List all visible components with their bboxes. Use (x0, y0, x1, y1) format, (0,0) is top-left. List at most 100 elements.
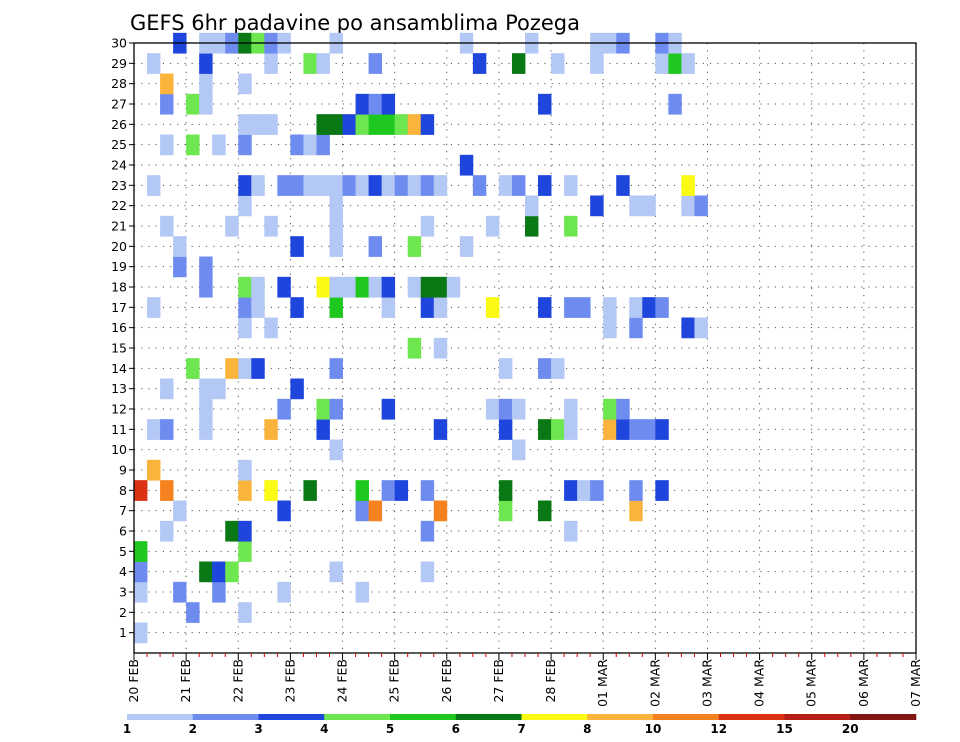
precip-cell (199, 53, 213, 74)
precip-cell (290, 175, 304, 196)
y-tick-label: 28 (111, 76, 127, 91)
x-tick-label: 04 MAR (752, 659, 767, 707)
precip-cell (277, 175, 291, 196)
precip-cell (459, 154, 474, 176)
y-tick-label: 23 (111, 178, 127, 193)
x-tick-label: 26 FEB (439, 659, 454, 703)
precip-cell (329, 215, 343, 237)
legend-label: 10 (645, 722, 662, 736)
precip-cell (551, 419, 565, 440)
precip-cell (238, 195, 252, 217)
legend-swatch (455, 714, 522, 720)
precip-cell (160, 93, 174, 115)
precipitation-cells (134, 32, 708, 644)
precip-cell (590, 53, 604, 74)
legend-label: 12 (710, 722, 727, 736)
precip-cell (199, 419, 213, 440)
precip-cell (225, 561, 239, 583)
precip-cell (616, 419, 630, 440)
legend-label: 8 (583, 722, 591, 736)
precip-cell (355, 175, 369, 196)
y-tick-label: 25 (111, 137, 127, 152)
precip-cell (407, 175, 422, 196)
precip-cell (603, 398, 617, 420)
precip-cell (212, 134, 226, 156)
precip-cell (381, 93, 396, 115)
y-tick-label: 4 (119, 564, 127, 579)
precip-cell (420, 175, 435, 196)
legend-swatch (127, 714, 194, 720)
precip-cell (186, 93, 200, 115)
y-tick-label: 17 (111, 300, 127, 315)
precip-cell (655, 480, 669, 501)
precip-cell (316, 175, 330, 196)
precip-cell (511, 398, 526, 420)
precip-cell (368, 175, 383, 196)
precip-cell (160, 378, 174, 400)
precip-cell (381, 398, 396, 420)
precip-cell (407, 276, 422, 298)
x-tick-label: 06 MAR (856, 659, 871, 707)
y-tick-label: 8 (119, 483, 127, 498)
precip-cell (681, 53, 695, 74)
precip-cell (199, 256, 213, 278)
precip-cell (134, 541, 148, 562)
precip-cell (538, 175, 552, 196)
precip-cell (590, 195, 604, 217)
y-tick-label: 5 (119, 544, 127, 559)
x-tick-label: 22 FEB (230, 659, 245, 703)
precip-cell (538, 93, 552, 115)
precip-cell (238, 114, 252, 135)
precip-cell (238, 297, 252, 318)
precip-cell (160, 419, 174, 440)
precip-cell (498, 398, 513, 420)
precip-cell (603, 419, 617, 440)
precip-cell (199, 561, 213, 583)
precip-cell (147, 459, 161, 481)
precip-cell (564, 297, 578, 318)
y-tick-label: 16 (111, 320, 127, 335)
precip-cell (238, 134, 252, 156)
precip-cell (564, 480, 578, 501)
precip-cell (303, 134, 317, 156)
precip-cell (225, 520, 239, 542)
legend-swatch (718, 714, 785, 720)
precip-cell (564, 175, 578, 196)
precip-cell (681, 317, 695, 339)
precip-cell (629, 297, 643, 318)
precip-cell (173, 256, 187, 278)
x-tick-label: 07 MAR (908, 659, 923, 707)
precip-cell (316, 53, 330, 74)
y-tick-label: 26 (111, 117, 127, 132)
precip-cell (577, 480, 591, 501)
precip-cell (498, 480, 513, 501)
precip-cell (173, 581, 187, 603)
precip-cell (381, 480, 396, 501)
precip-cell (290, 378, 304, 400)
precip-cell (251, 175, 265, 196)
precip-cell (264, 480, 278, 501)
precip-cell (485, 398, 500, 420)
precip-cell (329, 276, 343, 298)
legend-swatch (324, 714, 391, 720)
y-tick-label: 14 (111, 361, 127, 376)
color-legend: 1 2 3 4 5 6 7 8 10 12 15 20 (123, 714, 917, 736)
precip-cell (264, 114, 278, 135)
precip-cell (355, 500, 369, 522)
y-tick-label: 30 (111, 36, 127, 51)
y-tick-label: 18 (111, 280, 127, 295)
precip-cell (629, 195, 643, 217)
precip-cell (381, 114, 396, 135)
precip-cell (381, 175, 396, 196)
precip-cell (368, 236, 383, 257)
precip-cell (147, 53, 161, 74)
precip-cell (316, 276, 330, 298)
precip-cell (420, 561, 435, 583)
precip-cell (511, 175, 526, 196)
y-tick-label: 29 (111, 56, 127, 71)
x-tick-label: 05 MAR (804, 659, 819, 707)
precip-cell (238, 602, 252, 623)
precip-cell (525, 195, 539, 217)
precip-cell (433, 297, 448, 318)
precip-cell (538, 419, 552, 440)
